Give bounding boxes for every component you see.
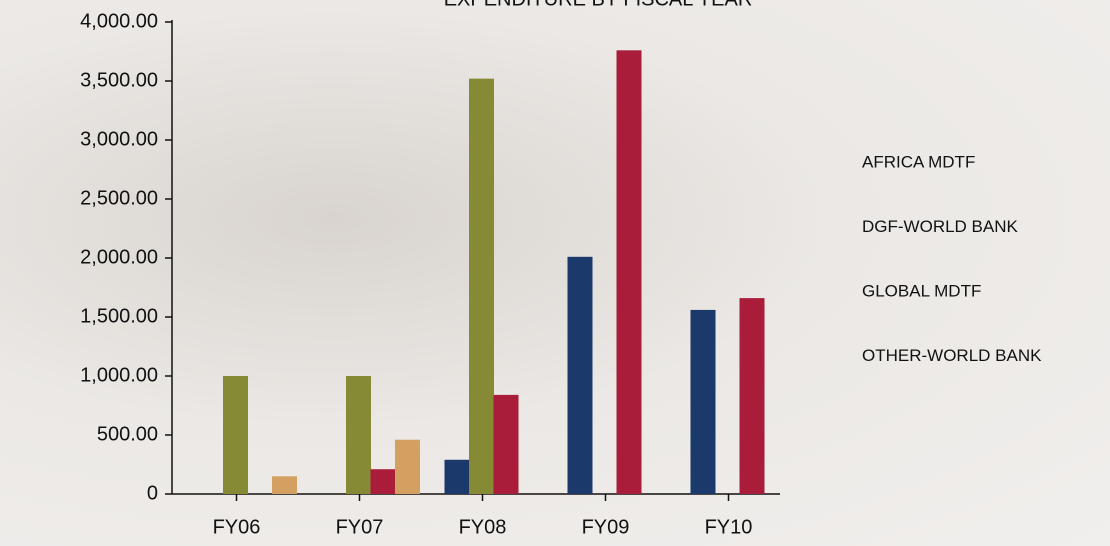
chart-title: EXPENDITURE BY FISCAL YEAR bbox=[444, 0, 753, 10]
bar bbox=[445, 460, 470, 494]
y-tick-label: 4,000.00 bbox=[80, 10, 158, 32]
legend-label: AFRICA MDTF bbox=[862, 152, 975, 171]
y-tick-label: 1,500.00 bbox=[80, 305, 158, 327]
chart: EXPENDITURE BY FISCAL YEAR 0 500.00 1,000.… bbox=[0, 0, 1110, 546]
bar bbox=[617, 50, 642, 494]
bar bbox=[469, 79, 494, 494]
y-tick-label: 3,500.00 bbox=[80, 69, 158, 91]
bar bbox=[346, 376, 371, 494]
bar bbox=[371, 469, 396, 494]
y-tick-label: 1,000.00 bbox=[80, 364, 158, 386]
y-tick-label: 3,000.00 bbox=[80, 128, 158, 150]
bar bbox=[272, 476, 297, 494]
bar bbox=[691, 310, 716, 494]
legend-label: DGF-WORLD BANK bbox=[862, 217, 1019, 236]
x-tick-label: FY10 bbox=[705, 516, 753, 538]
bar bbox=[223, 376, 248, 494]
legend-label: GLOBAL MDTF bbox=[862, 281, 981, 300]
y-tick-label: 0 bbox=[147, 482, 158, 504]
x-tick-label: FY07 bbox=[336, 516, 384, 538]
x-tick-label: FY08 bbox=[459, 516, 507, 538]
x-tick-label: FY09 bbox=[582, 516, 630, 538]
y-tick-label: 500.00 bbox=[97, 423, 158, 445]
bar bbox=[568, 257, 593, 494]
bar bbox=[740, 298, 765, 494]
bar bbox=[494, 395, 519, 494]
y-tick-label: 2,000.00 bbox=[80, 246, 158, 268]
y-tick-label: 2,500.00 bbox=[80, 187, 158, 209]
x-tick-label: FY06 bbox=[213, 516, 261, 538]
legend-label: OTHER-WORLD BANK bbox=[862, 346, 1042, 365]
bar bbox=[395, 440, 420, 494]
